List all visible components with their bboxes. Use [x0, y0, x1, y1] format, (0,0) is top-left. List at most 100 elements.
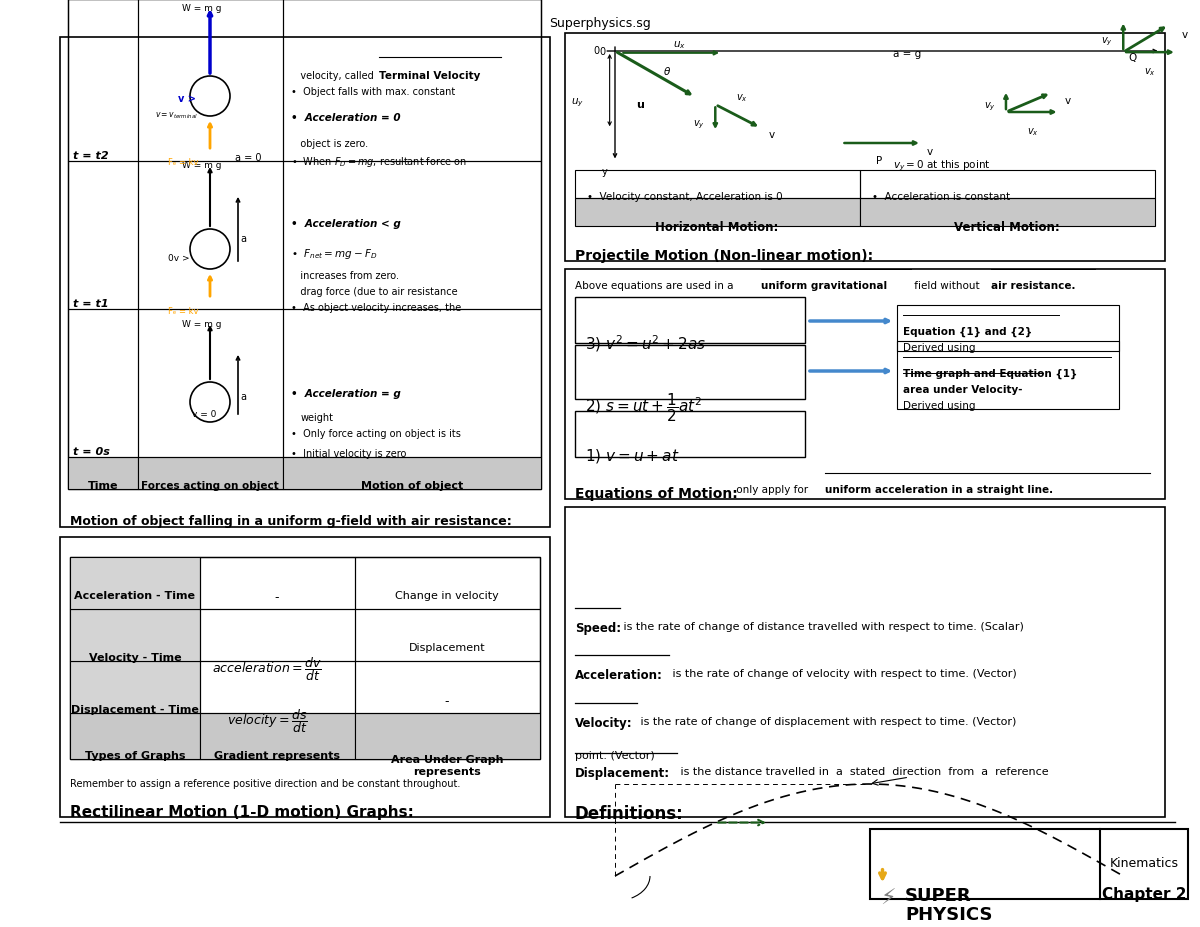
Text: $3)\  v^2 = u^2 + 2as$: $3)\ v^2 = u^2 + 2as$ — [586, 333, 707, 354]
Bar — [68, 457, 138, 489]
Text: Velocity - Time: Velocity - Time — [89, 653, 181, 663]
Text: $v_x$: $v_x$ — [1027, 126, 1039, 138]
Bar — [898, 341, 1120, 409]
Text: Velocity:: Velocity: — [575, 717, 632, 730]
Text: Area Under Graph
represents: Area Under Graph represents — [391, 755, 503, 778]
Text: Gradient represents: Gradient represents — [214, 751, 340, 761]
Text: t = t2: t = t2 — [73, 151, 109, 161]
Bar — [60, 537, 550, 817]
Bar — [283, 161, 541, 309]
Text: $velocity = \dfrac{ds}{dt}$: $velocity = \dfrac{ds}{dt}$ — [227, 707, 307, 735]
Text: Kinematics: Kinematics — [1110, 857, 1178, 870]
Text: weight: weight — [301, 413, 334, 423]
Text: v: v — [928, 147, 934, 157]
Text: is the rate of change of displacement with respect to time. (Vector): is the rate of change of displacement wi… — [637, 717, 1016, 727]
Text: Vertical Motion:: Vertical Motion: — [954, 221, 1060, 234]
Bar — [565, 33, 1165, 261]
Text: $u_y$: $u_y$ — [571, 97, 584, 109]
Text: •  Acceleration < g: • Acceleration < g — [292, 219, 401, 229]
Text: Definitions:: Definitions: — [575, 805, 684, 823]
Bar — [575, 297, 805, 343]
Text: Time: Time — [88, 481, 119, 491]
Text: $v_y$: $v_y$ — [1102, 36, 1114, 48]
Bar — [138, 161, 283, 309]
Text: object is zero.: object is zero. — [292, 139, 368, 149]
Bar — [355, 609, 540, 661]
Bar — [68, 161, 138, 309]
Text: Derived using: Derived using — [904, 343, 979, 353]
Text: a = 0: a = 0 — [235, 153, 262, 163]
Bar — [68, 0, 541, 489]
Bar — [200, 713, 355, 759]
Text: •  Object falls with max. constant: • Object falls with max. constant — [292, 87, 455, 97]
Text: $acceleration = \dfrac{dv}{dt}$: $acceleration = \dfrac{dv}{dt}$ — [212, 655, 322, 683]
Text: W = m g: W = m g — [182, 161, 222, 170]
Text: Acceleration:: Acceleration: — [575, 669, 662, 682]
Text: $v_x$: $v_x$ — [1144, 66, 1156, 78]
Text: y: y — [601, 168, 607, 177]
Text: 0: 0 — [599, 47, 605, 57]
Bar — [860, 198, 1154, 226]
Text: •  As object velocity increases, the: • As object velocity increases, the — [292, 303, 461, 313]
Text: •  Acceleration = g: • Acceleration = g — [292, 389, 401, 399]
Text: Fₑ = kv: Fₑ = kv — [168, 307, 198, 316]
Text: v >: v > — [178, 94, 196, 104]
Text: v: v — [1182, 30, 1188, 40]
Bar — [575, 411, 805, 457]
Text: Forces acting on object: Forces acting on object — [142, 481, 278, 491]
Bar — [898, 305, 1120, 351]
Text: a: a — [240, 392, 246, 402]
Text: Rectilinear Motion (1-D motion) Graphs:: Rectilinear Motion (1-D motion) Graphs: — [70, 805, 414, 820]
Text: Q: Q — [1128, 53, 1136, 63]
Text: Projectile Motion (Non-linear motion):: Projectile Motion (Non-linear motion): — [575, 249, 874, 263]
Bar — [68, 0, 138, 161]
Text: •  Initial velocity is zero: • Initial velocity is zero — [292, 449, 407, 459]
Text: Derived using: Derived using — [904, 401, 979, 411]
Text: air resistance.: air resistance. — [991, 281, 1075, 291]
Bar — [575, 170, 860, 198]
Text: 0: 0 — [594, 45, 600, 56]
Text: Displacement: Displacement — [409, 643, 485, 653]
Text: Horizontal Motion:: Horizontal Motion: — [655, 221, 779, 234]
Text: velocity, called: velocity, called — [292, 71, 377, 81]
Bar — [860, 170, 1154, 198]
Text: •  $F_{net} = mg - F_D$: • $F_{net} = mg - F_D$ — [292, 247, 377, 261]
Text: W = m g: W = m g — [182, 4, 222, 13]
Text: $v_x$: $v_x$ — [736, 93, 748, 104]
Bar — [283, 309, 541, 457]
Bar — [565, 507, 1165, 817]
Bar — [355, 661, 540, 713]
Bar — [355, 713, 540, 759]
Bar — [575, 345, 805, 399]
Bar — [138, 309, 283, 457]
Text: ⚡: ⚡ — [880, 889, 895, 909]
Text: v: v — [1064, 96, 1070, 107]
Bar — [870, 829, 1188, 899]
Bar — [200, 609, 355, 661]
Text: Motion of object falling in a uniform g-field with air resistance:: Motion of object falling in a uniform g-… — [70, 515, 511, 528]
Text: •  Velocity constant, Acceleration is 0: • Velocity constant, Acceleration is 0 — [587, 192, 782, 202]
Text: is the rate of change of distance travelled with respect to time. (Scalar): is the rate of change of distance travel… — [620, 622, 1024, 632]
Text: Terminal Velocity: Terminal Velocity — [379, 71, 480, 81]
Text: Fₑ = kv: Fₑ = kv — [168, 158, 198, 167]
Text: Acceleration - Time: Acceleration - Time — [74, 591, 196, 601]
Text: Motion of object: Motion of object — [361, 481, 463, 491]
Text: P: P — [876, 156, 882, 166]
Bar — [70, 713, 200, 759]
Text: $\theta$: $\theta$ — [664, 65, 671, 77]
Bar — [355, 557, 540, 609]
Text: -: - — [445, 695, 449, 708]
Text: Above equations are used in a: Above equations are used in a — [575, 281, 737, 291]
Bar — [283, 0, 541, 161]
Text: uniform gravitational: uniform gravitational — [761, 281, 887, 291]
Text: 0v >: 0v > — [168, 254, 190, 263]
Bar — [70, 557, 540, 759]
Bar — [70, 557, 200, 609]
Text: only apply for: only apply for — [733, 485, 811, 495]
Text: t = 0s: t = 0s — [73, 447, 110, 457]
Text: a = g: a = g — [893, 49, 922, 59]
Bar — [70, 609, 200, 661]
Bar — [138, 0, 283, 161]
Text: $v_y$: $v_y$ — [984, 101, 996, 113]
Bar — [70, 661, 200, 713]
